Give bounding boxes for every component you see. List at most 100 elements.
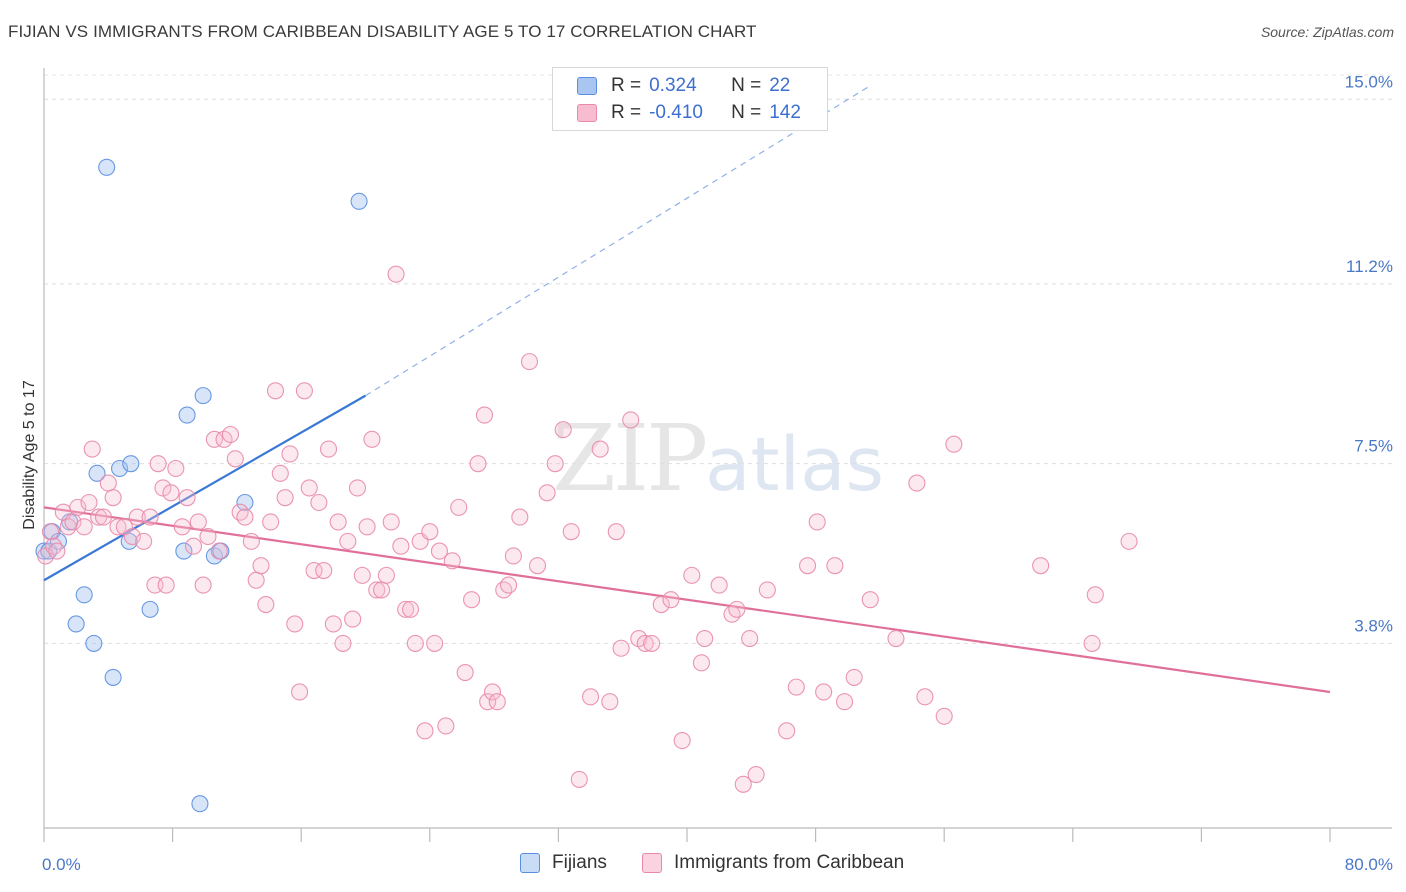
caribbean-point <box>437 717 455 735</box>
caribbean-point <box>205 430 223 448</box>
caribbean-point <box>358 518 376 536</box>
caribbean-point <box>520 353 539 371</box>
caribbean-point <box>845 668 863 686</box>
legend-swatch-fijians <box>577 77 597 95</box>
caribbean-point <box>570 770 588 788</box>
caribbean-point <box>221 425 240 444</box>
caribbean-point <box>826 557 844 575</box>
y-axis-label: Disability Age 5 to 17 <box>21 380 38 530</box>
caribbean-point <box>401 600 420 618</box>
caribbean-point <box>591 440 609 458</box>
fijian-point <box>88 464 106 482</box>
caribbean-point <box>504 547 522 565</box>
caribbean-point <box>353 566 371 584</box>
fijian-point <box>98 158 116 176</box>
source-label: Source: ZipAtlas.com <box>1260 24 1394 40</box>
series-legend: Fijians Immigrants from Caribbean <box>0 852 1406 878</box>
caribbean-point <box>622 411 640 429</box>
caribbean-point <box>528 557 547 575</box>
caribbean-point <box>154 479 172 497</box>
caribbean-point <box>908 474 926 492</box>
caribbean-point <box>1086 586 1104 604</box>
series-legend-fijians: Fijians <box>520 852 607 874</box>
caribbean-point <box>475 406 494 424</box>
caribbean-point <box>443 552 461 570</box>
legend-swatch-caribbean <box>577 104 597 122</box>
caribbean-point <box>236 508 254 526</box>
caribbean-point <box>723 605 741 623</box>
fijian-point <box>194 387 212 405</box>
legend-n-label: N = <box>731 75 762 96</box>
caribbean-point <box>511 508 529 526</box>
caribbean-point <box>162 484 180 502</box>
caribbean-point <box>262 513 280 531</box>
legend-n-label: N = <box>731 102 762 123</box>
legend-r-value: 0.324 <box>649 75 697 96</box>
caribbean-point <box>887 629 905 648</box>
caribbean-point <box>194 576 212 594</box>
caribbean-point <box>734 775 752 793</box>
legend-r-label: R = <box>611 102 642 123</box>
legend-r-label: R = <box>611 75 642 96</box>
data-points <box>35 158 1138 813</box>
caribbean-point <box>339 532 357 550</box>
caribbean-point <box>83 440 101 458</box>
caribbean-point <box>607 523 625 541</box>
caribbean-point <box>479 693 497 711</box>
series-legend-caribbean: Immigrants from Caribbean <box>642 852 904 874</box>
caribbean-point <box>463 591 481 609</box>
y-tick-label: 15.0% <box>1345 72 1393 91</box>
caribbean-point <box>184 537 203 555</box>
caribbean-point <box>231 503 249 521</box>
fijian-point <box>175 542 193 560</box>
caribbean-point <box>329 513 347 531</box>
series-swatch-caribbean <box>642 853 662 873</box>
caribbean-point <box>123 527 141 546</box>
watermark: ZIPatlas <box>552 405 884 512</box>
caribbean-point <box>935 707 953 725</box>
caribbean-point <box>48 542 66 560</box>
y-tick-label: 11.2% <box>1346 257 1393 276</box>
fijian-point <box>104 668 122 686</box>
caribbean-point <box>787 678 805 696</box>
caribbean-point <box>387 265 405 283</box>
caribbean-point <box>500 576 518 594</box>
fijian-point <box>141 600 159 618</box>
caribbean-point <box>916 688 934 706</box>
correlation-legend: R = 0.324 N = 22 R = -0.410 N = 142 <box>552 67 828 131</box>
caribbean-point <box>562 523 580 541</box>
x-tick-label: 80.0% <box>1345 855 1393 874</box>
caribbean-point <box>495 581 513 599</box>
caribbean-point <box>80 493 98 512</box>
caribbean-point <box>109 518 127 536</box>
watermark-zip: ZIP <box>552 405 708 512</box>
caribbean-point <box>247 571 265 589</box>
caribbean-point <box>456 663 474 682</box>
caribbean-point <box>799 557 817 575</box>
caribbean-point <box>149 455 167 473</box>
caribbean-point <box>469 455 487 473</box>
caribbean-point <box>226 450 244 468</box>
caribbean-point <box>488 693 506 711</box>
legend-r-value: -0.410 <box>649 102 703 123</box>
fijian-point <box>350 192 368 210</box>
caribbean-trend-line <box>43 506 1331 694</box>
caribbean-point <box>128 508 146 526</box>
caribbean-point <box>199 527 217 546</box>
caribbean-point <box>945 435 963 453</box>
caribbean-point <box>554 421 572 439</box>
legend-row-caribbean: R = -0.410 N = 142 <box>577 101 801 125</box>
caribbean-point <box>157 576 175 594</box>
caribbean-point <box>835 693 854 711</box>
fijian-point <box>85 634 103 652</box>
caribbean-point <box>167 459 185 478</box>
y-tick-label: 7.5% <box>1354 437 1393 456</box>
caribbean-point <box>266 382 285 400</box>
legend-n-value: 142 <box>769 102 801 123</box>
caribbean-point <box>808 513 826 531</box>
caribbean-point <box>334 634 352 652</box>
caribbean-point <box>426 634 444 652</box>
fijian-point <box>191 795 209 813</box>
caribbean-point <box>324 615 342 633</box>
